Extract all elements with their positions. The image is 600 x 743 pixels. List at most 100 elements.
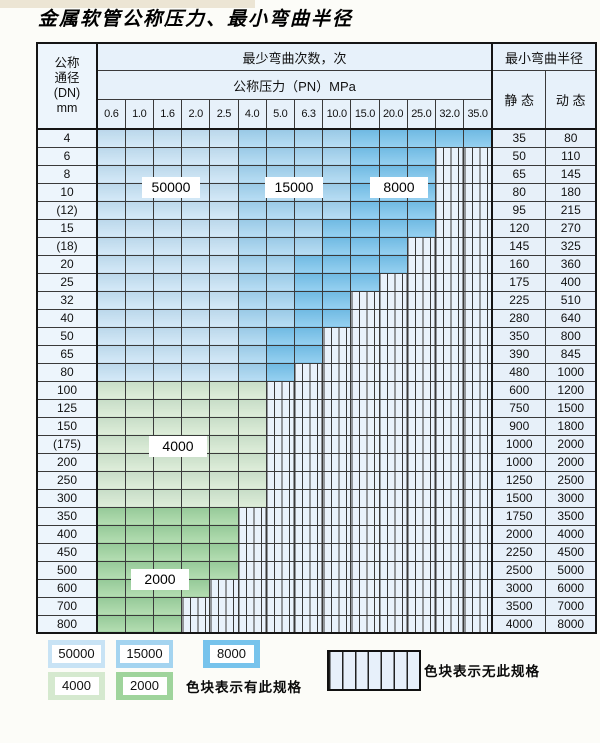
- no-spec-cell: [378, 506, 408, 526]
- no-spec-cell: [434, 470, 465, 490]
- no-spec-cell: [293, 452, 324, 472]
- no-spec-cell: [350, 524, 380, 544]
- static-radius-value: 390: [490, 344, 547, 364]
- cycle-cell-50000: [124, 254, 154, 274]
- no-spec-cell: [350, 416, 380, 436]
- no-spec-cell: [434, 146, 465, 166]
- cycle-cell-50000: [152, 272, 183, 292]
- cycle-cell-15000: [237, 182, 267, 202]
- dn-cell: 25: [36, 272, 98, 292]
- cycle-cell-4000: [181, 398, 211, 418]
- cycle-cell-50000: [124, 326, 154, 346]
- no-spec-cell: [350, 614, 380, 634]
- no-spec-cell: [406, 596, 436, 616]
- cycle-cell-4000: [181, 380, 211, 400]
- cycle-cell-15000: [322, 200, 352, 220]
- static-radius-value: 2000: [490, 524, 547, 544]
- region-label-2000: 2000: [131, 569, 189, 590]
- no-spec-cell: [434, 272, 465, 292]
- no-spec-cell: [406, 542, 436, 562]
- table-row: (12) 95 215: [36, 200, 597, 220]
- cycle-cell-8000: [322, 308, 352, 328]
- table-row: 500 2500 5000: [36, 560, 597, 580]
- cycle-cell-2000: [95, 542, 126, 562]
- cycle-cell-15000: [293, 236, 324, 256]
- dynamic-radius-value: 6000: [545, 578, 597, 598]
- no-spec-cell: [406, 416, 436, 436]
- legend-swatch-15000: 15000: [116, 640, 173, 668]
- cycle-cell-2000: [209, 524, 239, 544]
- no-spec-cell: [434, 560, 465, 580]
- no-spec-cell: [463, 254, 493, 274]
- cycle-cell-15000: [265, 308, 295, 328]
- no-spec-cell: [434, 182, 465, 202]
- no-spec-cell: [378, 470, 408, 490]
- no-spec-cell: [265, 560, 295, 580]
- cycles-header: 最少弯曲次数，次: [96, 42, 493, 71]
- cycle-cell-50000: [152, 326, 183, 346]
- no-spec-cell: [406, 236, 436, 256]
- cycle-cell-4000: [209, 416, 239, 436]
- cycle-cell-2000: [152, 614, 183, 634]
- cycle-cell-4000: [124, 434, 154, 454]
- no-spec-cell: [434, 506, 465, 526]
- dynamic-radius-value: 215: [545, 200, 597, 220]
- no-spec-cell: [434, 398, 465, 418]
- cycle-cell-2000: [95, 506, 126, 526]
- dynamic-radius-value: 1500: [545, 398, 597, 418]
- cycle-cell-50000: [95, 218, 126, 238]
- no-spec-cell: [322, 578, 352, 598]
- no-spec-cell: [463, 164, 493, 184]
- no-spec-cell: [463, 470, 493, 490]
- cycle-cell-15000: [293, 128, 324, 148]
- cycle-cell-50000: [124, 218, 154, 238]
- cycle-cell-4000: [124, 488, 154, 508]
- table-row: 150 900 1800: [36, 416, 597, 436]
- legend: 50000 15000 8000 4000 2000 色块表示有此规格 色块表示无此规格: [0, 640, 600, 710]
- no-spec-cell: [265, 542, 295, 562]
- cycle-cell-50000: [209, 182, 239, 202]
- no-spec-cell: [434, 614, 465, 634]
- no-spec-cell: [434, 434, 465, 454]
- table-row: 125 750 1500: [36, 398, 597, 418]
- no-spec-cell: [378, 362, 408, 382]
- no-spec-cell: [350, 326, 380, 346]
- no-spec-cell: [350, 290, 380, 310]
- dn-cell: 80: [36, 362, 98, 382]
- pressure-col-header: 2.5: [209, 99, 239, 130]
- dynamic-radius-value: 3500: [545, 506, 597, 526]
- cycle-cell-15000: [265, 290, 295, 310]
- no-spec-cell: [237, 560, 267, 580]
- table-header: 公称 通径 (DN) mm 最少弯曲次数，次 最小弯曲半径 公称压力（PN）MP…: [36, 42, 597, 130]
- no-spec-cell: [463, 308, 493, 328]
- no-spec-cell: [350, 452, 380, 472]
- no-spec-cell: [434, 236, 465, 256]
- cycle-cell-50000: [181, 290, 211, 310]
- cycle-cell-4000: [237, 452, 267, 472]
- no-spec-cell: [406, 614, 436, 634]
- no-spec-cell: [293, 470, 324, 490]
- cycle-cell-50000: [181, 146, 211, 166]
- no-spec-cell: [463, 236, 493, 256]
- cycle-cell-50000: [95, 362, 126, 382]
- cycle-cell-15000: [322, 146, 352, 166]
- no-spec-cell: [322, 344, 352, 364]
- dynamic-radius-value: 800: [545, 326, 597, 346]
- cycle-cell-8000: [265, 362, 295, 382]
- static-radius-value: 65: [490, 164, 547, 184]
- table-row: 80 480 1000: [36, 362, 597, 382]
- dynamic-radius-value: 110: [545, 146, 597, 166]
- no-spec-cell: [350, 398, 380, 418]
- radius-header: 最小弯曲半径: [490, 42, 597, 71]
- cycle-cell-50000: [181, 362, 211, 382]
- cycle-cell-4000: [152, 470, 183, 490]
- dn-header-line: 公称: [54, 56, 80, 70]
- dynamic-radius-value: 2000: [545, 452, 597, 472]
- cycle-cell-50000: [152, 218, 183, 238]
- region-label-4000: 4000: [149, 436, 207, 457]
- region-label-50000: 50000: [142, 177, 200, 198]
- no-spec-cell: [463, 146, 493, 166]
- no-spec-cell: [406, 398, 436, 418]
- region-label-8000: 8000: [370, 177, 428, 198]
- cycle-cell-50000: [152, 236, 183, 256]
